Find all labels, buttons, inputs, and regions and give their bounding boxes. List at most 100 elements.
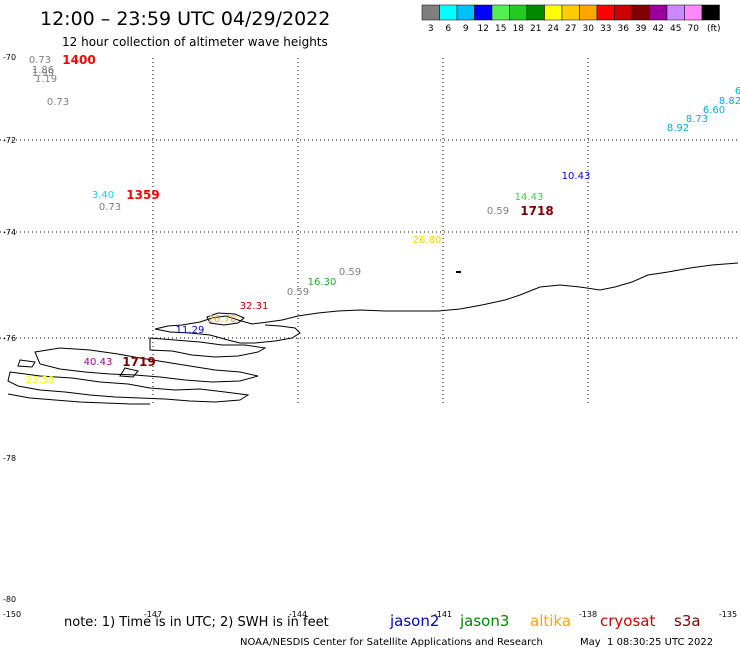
wave-height-value: 11.29: [176, 325, 205, 336]
latitude-labels: -70 -72 -74 -76 -78 -80: [3, 53, 16, 604]
legend-label: 45: [670, 24, 681, 34]
coastline-shelf-1: [149, 337, 267, 358]
wave-height-value: 3.40: [92, 190, 114, 201]
legend-swatch: [596, 4, 615, 21]
legend-label: 3: [428, 24, 434, 34]
observation-time: 1719: [122, 355, 155, 369]
legend-label: 70: [688, 24, 700, 34]
coastline-shelf-4: [7, 393, 150, 405]
legend-swatch: [474, 4, 493, 21]
wave-height-value: 40.43: [84, 357, 113, 368]
wave-height-value: 23.59: [26, 375, 55, 386]
legend-swatch: [421, 4, 440, 21]
antarctic-coastline: [7, 262, 739, 405]
graticule-grid: [0, 58, 740, 405]
longitude-tick-label: -144: [289, 610, 307, 619]
longitude-tick-label: -141: [434, 610, 452, 619]
legend-label: 12: [478, 24, 489, 34]
legend-label: 24: [548, 24, 560, 34]
observation-time-labels: 1400 1359 1718 1719: [62, 53, 553, 369]
map-title: 12:00 – 23:59 UTC 04/29/2022: [40, 8, 330, 30]
wave-height-value: 26.70: [208, 314, 237, 325]
map-subtitle: 12 hour collection of altimeter wave hei…: [62, 35, 328, 49]
latitude-tick-label: -70: [3, 53, 16, 62]
observation-time: 1718: [520, 204, 553, 218]
satellite-legend-item: cryosat: [600, 612, 655, 630]
coastline-inlet: [154, 324, 301, 344]
legend-swatch: [614, 4, 633, 21]
legend-swatch: [649, 4, 668, 21]
longitude-tick-label: -135: [719, 610, 737, 619]
wave-height-value: 16.30: [308, 277, 337, 288]
wave-height-value: 1.99: [32, 68, 54, 79]
wave-height-value: 0.59: [339, 267, 361, 278]
longitude-labels: -150 -147 -144 -141 -138 -135: [3, 610, 737, 619]
wave-height-value: 14.43: [515, 192, 544, 203]
latitude-tick-label: -80: [3, 595, 16, 604]
legend-label: 15: [495, 24, 506, 34]
satellite-legend: jason2 jason3 altika cryosat s3a: [389, 612, 701, 630]
footer-note: note: 1) Time is in UTC; 2) SWH is in fe…: [64, 615, 329, 630]
legend-swatch: [456, 4, 475, 21]
wave-height-value: 6.60: [703, 105, 725, 116]
coastline-shelf-3: [7, 371, 250, 403]
latitude-tick-label: -72: [3, 136, 16, 145]
observation-time: 1359: [126, 188, 159, 202]
legend-label: 9: [463, 24, 469, 34]
longitude-tick-label: -150: [3, 610, 21, 619]
island-peninsula: [206, 312, 245, 326]
legend-label: (ft): [707, 24, 721, 34]
wave-height-value: 0.73: [99, 202, 121, 213]
legend-swatch: [526, 4, 545, 21]
legend-swatch: [631, 4, 650, 21]
wave-height-value: 8.92: [667, 123, 689, 134]
wave-height-value: 0.59: [487, 206, 509, 217]
color-legend: 3 6 9 12 15 18 21 24 27 30 33 36 39 42 45 70 (ft): [421, 4, 721, 34]
legend-swatch: [491, 4, 510, 21]
legend-swatch: [509, 4, 528, 21]
wave-height-value: 10.43: [562, 171, 591, 182]
footer-timestamp: May 1 08:30:25 UTC 2022: [580, 637, 713, 648]
legend-swatch: [561, 4, 580, 21]
coastline-shelf-2: [34, 347, 259, 383]
legend-label: 21: [530, 24, 541, 34]
latitude-tick-label: -78: [3, 454, 16, 463]
legend-swatch: [701, 4, 720, 21]
wave-height-value: 8.82: [719, 96, 740, 107]
legend-swatch: [439, 4, 458, 21]
legend-swatch: [544, 4, 563, 21]
legend-swatch: [684, 4, 703, 21]
observation-time: 1400: [62, 53, 95, 67]
footer-credit: NOAA/NESDIS Center for Satellite Applica…: [240, 637, 543, 648]
legend-label: 39: [635, 24, 647, 34]
legend-label: 30: [583, 24, 595, 34]
wave-height-value: 8.73: [686, 114, 708, 125]
legend-label: 42: [653, 24, 664, 34]
latitude-tick-label: -76: [3, 334, 16, 343]
wave-height-value: 26.80: [413, 235, 442, 246]
legend-label: 18: [513, 24, 525, 34]
wave-height-value: 1.19: [35, 74, 57, 85]
longitude-tick-label: -147: [144, 610, 162, 619]
legend-label: 33: [600, 24, 611, 34]
wave-height-value: 32.31: [240, 301, 269, 312]
coastline-shelf-6: [17, 359, 36, 368]
wave-height-value: 0.73: [47, 97, 69, 108]
wave-height-value: 1.86: [32, 65, 54, 76]
coastline-main: [154, 262, 739, 330]
satellite-legend-item: jason3: [459, 612, 509, 630]
satellite-legend-item: jason2: [389, 612, 439, 630]
longitude-tick-label: -138: [579, 610, 597, 619]
legend-swatch: [579, 4, 598, 21]
coastline-shelf-5: [119, 367, 139, 378]
legend-swatch: [666, 4, 685, 21]
legend-label: 6: [445, 24, 451, 34]
wave-height-value: 0.59: [287, 287, 309, 298]
legend-label: 27: [565, 24, 576, 34]
satellite-legend-item: altika: [530, 612, 571, 630]
wave-height-value: 0.73: [29, 55, 51, 66]
wave-height-labels: 0.731.861.991.190.733.400.738.928.736.60…: [26, 55, 740, 386]
latitude-tick-label: -74: [3, 228, 16, 237]
